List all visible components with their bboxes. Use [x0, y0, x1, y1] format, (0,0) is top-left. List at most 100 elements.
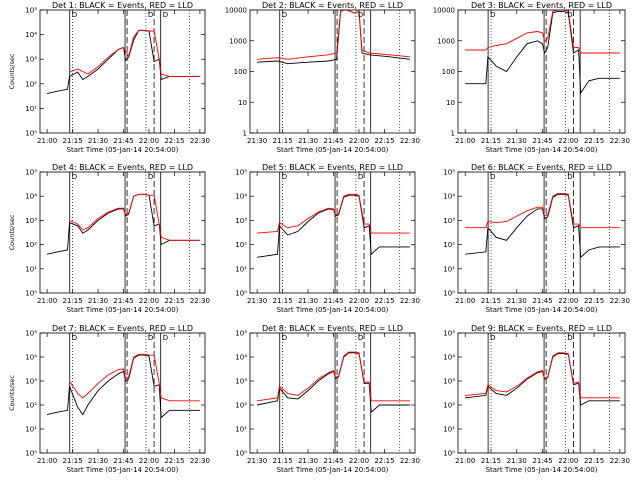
y-tick-label: 1 — [243, 130, 247, 138]
y-tick-label: 10⁴ — [443, 354, 455, 362]
x-tick-label: 22:15 — [164, 457, 184, 465]
y-tick-label: 10⁵ — [25, 169, 37, 177]
y-tick-label: 10⁰ — [235, 450, 247, 458]
interval-marker-label: D — [358, 334, 363, 342]
y-tick-label: 100 — [234, 68, 247, 76]
x-tick-label: 21:15 — [62, 457, 82, 465]
plot-frame — [457, 332, 626, 454]
y-tick-label: 10² — [235, 241, 247, 249]
y-tick-label: 10⁴ — [443, 193, 455, 201]
lld-series-line — [257, 351, 410, 402]
y-tick-label: 1000 — [229, 37, 247, 45]
panel-title: Det 5: BLACK = Events, RED = LLD — [262, 163, 403, 172]
x-tick-label: 22:00 — [349, 137, 369, 145]
y-tick-label: 10¹ — [25, 105, 37, 113]
plot-frame — [39, 9, 206, 134]
interval-marker-label: D — [282, 334, 287, 342]
x-tick-label: 22:30 — [190, 297, 210, 305]
x-tick-label: 21:45 — [532, 297, 552, 305]
panel-title: Det 8: BLACK = Events, RED = LLD — [262, 324, 403, 333]
lld-series-line — [465, 9, 620, 54]
lld-series-line — [69, 29, 200, 77]
y-tick-label: 10¹ — [25, 265, 37, 273]
interval-marker-label: D — [567, 11, 572, 19]
x-axis-label: Start Time (05-Jan-14 20:54:00) — [67, 146, 179, 154]
x-tick-label: 21:45 — [113, 137, 133, 145]
x-axis-label: Start Time (05-Jan-14 20:54:00) — [67, 306, 179, 314]
x-tick-label: 21:30 — [507, 457, 527, 465]
y-tick-label: 10⁰ — [25, 450, 37, 458]
plot-frame — [39, 171, 206, 294]
y-tick-label: 1 — [451, 130, 455, 138]
panel-title: Det 1: BLACK = Events, RED = LLD — [52, 1, 193, 10]
interval-marker-label: D — [148, 11, 153, 19]
panel-title: Det 9: BLACK = Events, RED = LLD — [471, 324, 612, 333]
x-tick-label: 22:30 — [610, 297, 630, 305]
y-tick-label: 10¹ — [235, 265, 247, 273]
y-tick-label: 10⁵ — [25, 330, 37, 338]
y-tick-label: 10² — [443, 241, 455, 249]
x-tick-label: 21:15 — [481, 137, 501, 145]
x-tick-label: 21:15 — [62, 137, 82, 145]
y-tick-label: 10⁰ — [235, 290, 247, 298]
y-tick-label: 10000 — [225, 7, 247, 15]
x-tick-label: 22:15 — [584, 137, 604, 145]
interval-marker-label: D — [72, 11, 77, 19]
x-tick-label: 22:15 — [584, 297, 604, 305]
y-tick-label: 10⁵ — [443, 169, 455, 177]
events-series-line — [465, 10, 620, 95]
x-tick-label: 21:00 — [455, 137, 475, 145]
y-tick-label: 10¹ — [25, 426, 37, 434]
y-tick-label: 10³ — [443, 217, 455, 225]
x-tick-label: 21:30 — [298, 297, 318, 305]
interval-marker-label: D — [490, 334, 495, 342]
x-tick-label: 22:15 — [164, 137, 184, 145]
x-tick-label: 21:45 — [323, 137, 343, 145]
y-tick-label: 10² — [25, 80, 37, 88]
y-tick-label: 10⁴ — [235, 193, 247, 201]
interval-marker-label: D — [163, 334, 168, 342]
x-tick-label: 22:30 — [400, 137, 420, 145]
y-tick-label: 10⁰ — [443, 450, 455, 458]
y-tick-label: 10⁰ — [443, 290, 455, 298]
x-tick-label: 22:00 — [349, 297, 369, 305]
x-tick-label: 21:15 — [62, 297, 82, 305]
x-tick-label: 22:00 — [139, 297, 159, 305]
x-tick-label: 21:30 — [247, 297, 267, 305]
y-tick-label: 10⁵ — [235, 330, 247, 338]
interval-marker-label: D — [567, 334, 572, 342]
interval-marker-label: D — [282, 173, 287, 181]
events-series-line — [257, 194, 410, 258]
y-tick-label: 10⁰ — [25, 130, 37, 138]
x-tick-label: 22:30 — [190, 457, 210, 465]
y-tick-label: 10³ — [443, 378, 455, 386]
y-tick-label: 100 — [442, 68, 455, 76]
events-series-line — [46, 354, 200, 419]
x-tick-label: 21:15 — [272, 297, 292, 305]
y-tick-label: 10 — [446, 99, 455, 107]
interval-marker-label: D — [72, 173, 77, 181]
x-tick-label: 21:00 — [37, 137, 57, 145]
x-tick-label: 21:30 — [507, 297, 527, 305]
x-tick-label: 21:45 — [532, 457, 552, 465]
y-tick-label: 10³ — [25, 56, 37, 64]
y-tick-label: 10 — [238, 99, 247, 107]
interval-marker-label: D — [72, 334, 77, 342]
x-tick-label: 21:00 — [37, 297, 57, 305]
x-tick-label: 21:15 — [481, 457, 501, 465]
x-tick-label: 21:15 — [272, 137, 292, 145]
x-tick-label: 22:00 — [349, 457, 369, 465]
x-tick-label: 21:30 — [247, 137, 267, 145]
x-axis-label: Start Time (05-Jan-14 20:54:00) — [277, 306, 389, 314]
y-tick-label: 10³ — [235, 217, 247, 225]
y-tick-label: 10⁴ — [25, 193, 37, 201]
x-tick-label: 22:00 — [558, 297, 578, 305]
y-axis-label: Counts/sec — [8, 375, 16, 411]
panel-title: Det 6: BLACK = Events, RED = LLD — [471, 163, 612, 172]
